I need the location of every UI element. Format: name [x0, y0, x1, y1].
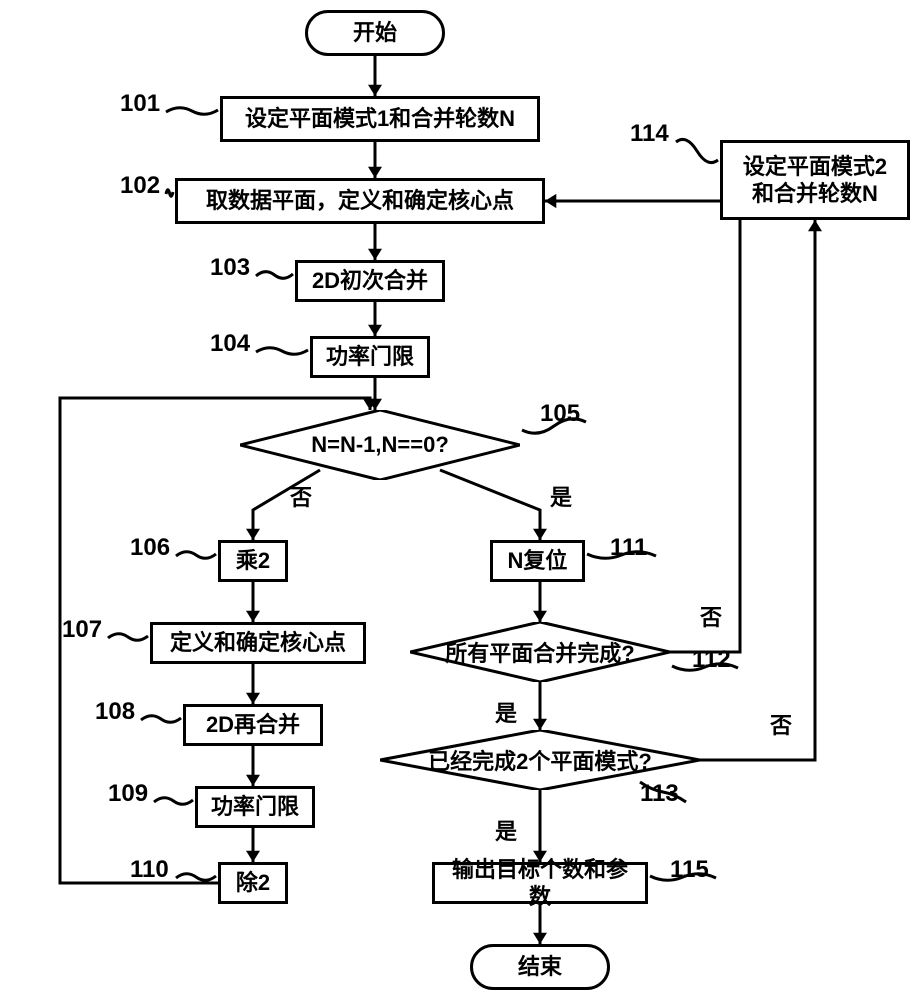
ref-r104: 104 [210, 330, 250, 358]
ref-r102: 102 [120, 172, 160, 200]
ref-r103: 103 [210, 254, 250, 282]
ref-r105: 105 [540, 400, 580, 428]
process-n114: 设定平面模式2 和合并轮数N [720, 140, 910, 220]
ref-r107: 107 [62, 616, 102, 644]
decision-n105: N=N-1,N==0? [240, 410, 520, 480]
ref-r114: 114 [630, 120, 669, 148]
flowchart-stage: 开始设定平面模式1和合并轮数N取数据平面，定义和确定核心点2D初次合并功率门限N… [0, 0, 918, 1000]
ref-r110: 110 [130, 856, 169, 884]
process-n106: 乘2 [218, 540, 288, 582]
process-n104: 功率门限 [310, 336, 430, 378]
process-n110: 除2 [218, 862, 288, 904]
ref-r101: 101 [120, 90, 160, 118]
edge-label-e113_no: 否 [770, 708, 792, 740]
ref-r111: 111 [610, 534, 647, 562]
process-n107: 定义和确定核心点 [150, 622, 366, 664]
ref-r112: 112 [692, 646, 731, 674]
ref-r106: 106 [130, 534, 170, 562]
edge-label-e105_yes: 是 [550, 480, 572, 512]
process-n108: 2D再合并 [183, 704, 323, 746]
process-n101: 设定平面模式1和合并轮数N [220, 96, 540, 142]
edge-label-e112_yes: 是 [495, 696, 517, 728]
terminal-start: 开始 [305, 10, 445, 56]
terminal-end: 结束 [470, 944, 610, 990]
ref-r109: 109 [108, 780, 148, 808]
process-n115: 输出目标个数和参数 [432, 862, 648, 904]
edge-label-e105_no: 否 [290, 480, 312, 512]
edge-label-e112_no: 否 [700, 600, 722, 632]
process-n102: 取数据平面，定义和确定核心点 [175, 178, 545, 224]
process-n109: 功率门限 [195, 786, 315, 828]
process-n103: 2D初次合并 [295, 260, 445, 302]
ref-r115: 115 [670, 856, 709, 884]
ref-r113: 113 [640, 780, 679, 808]
process-n111: N复位 [490, 540, 585, 582]
edge-label-e113_yes: 是 [495, 814, 517, 846]
decision-n112: 所有平面合并完成? [410, 622, 670, 682]
ref-r108: 108 [95, 698, 135, 726]
